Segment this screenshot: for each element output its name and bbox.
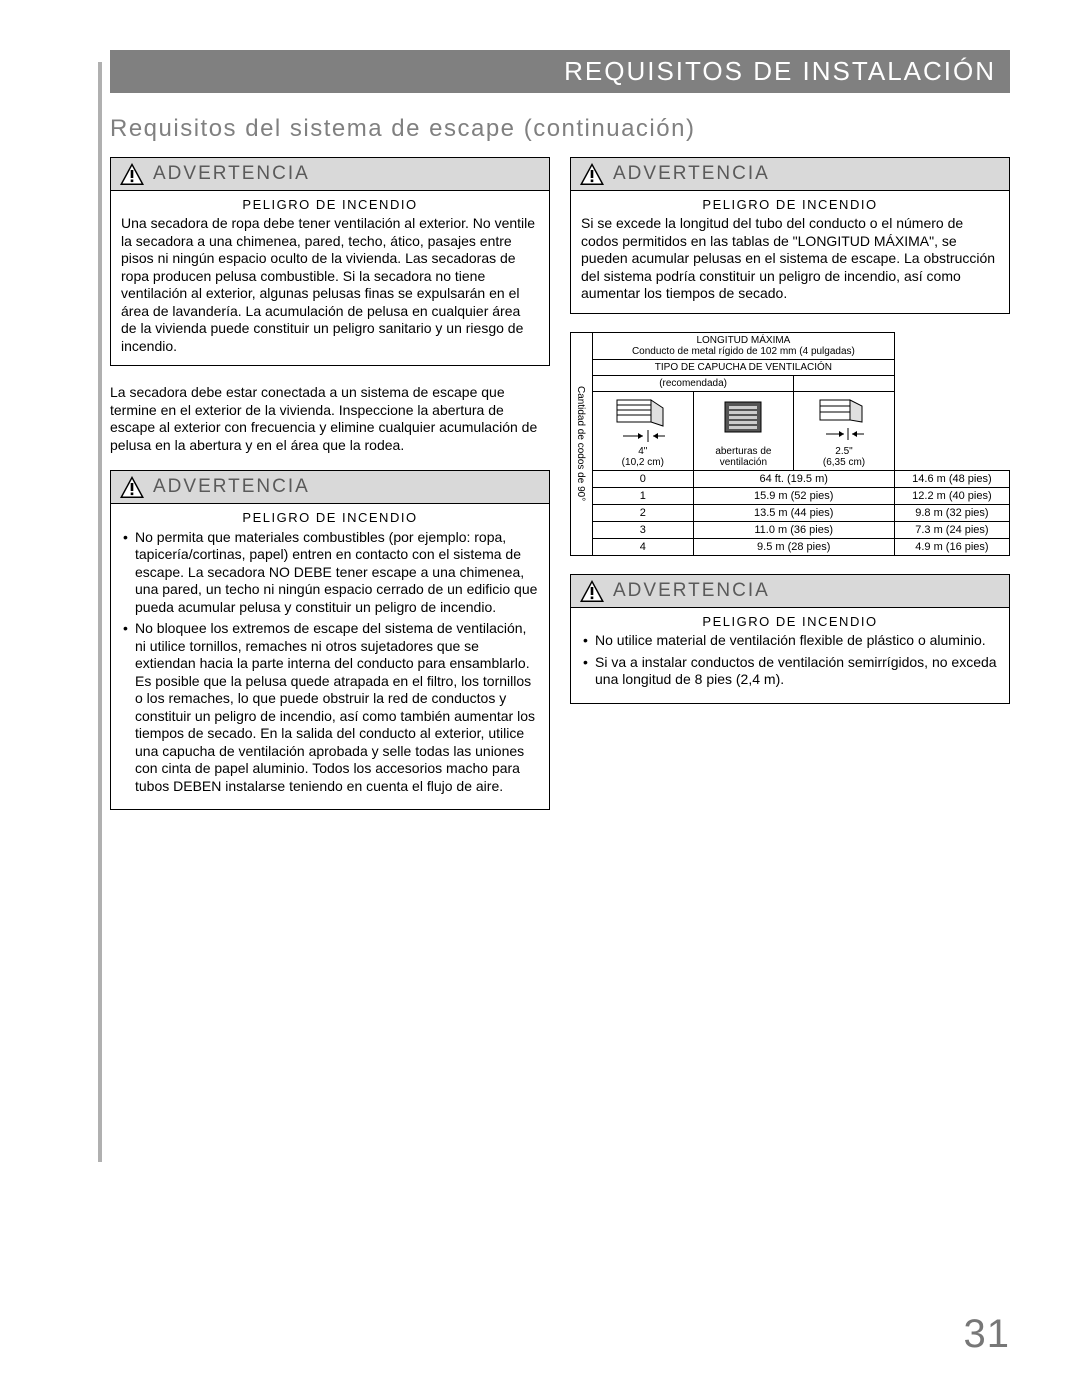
table-row: 0 64 ft. (19.5 m) 14.6 m (48 pies) — [571, 470, 1010, 487]
warning-box-flex-duct: ADVERTENCIA PELIGRO DE INCENDIO No utili… — [570, 574, 1010, 704]
warning-body: PELIGRO DE INCENDIO No permita que mater… — [111, 504, 549, 809]
b-cell: 14.6 m (48 pies) — [894, 470, 1009, 487]
max-length-table: Cantidad de codos de 90° LONGITUD MÁXIMA… — [570, 332, 1010, 556]
warning-triangle-icon — [119, 475, 145, 499]
bullet-item: No bloquee los extremos de escape del si… — [121, 620, 539, 795]
size-a2: (10,2 cm) — [597, 457, 689, 468]
hood-type-a: 4" (10,2 cm) — [593, 391, 694, 470]
warning-body: PELIGRO DE INCENDIO No utilice material … — [571, 608, 1009, 703]
warning-bullets: No utilice material de ventilación flexi… — [581, 632, 999, 689]
n-cell: 1 — [593, 487, 694, 504]
empty-cell — [794, 375, 895, 391]
table-row: 3 11.0 m (36 pies) 7.3 m (24 pies) — [571, 521, 1010, 538]
n-cell: 4 — [593, 538, 694, 555]
warning-triangle-icon — [119, 162, 145, 186]
table-row: 2 13.5 m (44 pies) 9.8 m (32 pies) — [571, 504, 1010, 521]
page-header: REQUISITOS DE INSTALACIÓN — [110, 50, 1010, 93]
warning-header: ADVERTENCIA — [111, 471, 549, 504]
hood-type-header: TIPO DE CAPUCHA DE VENTILACIÓN — [593, 359, 895, 375]
warning-title: ADVERTENCIA — [153, 163, 310, 185]
mid-label-2: ventilación — [698, 457, 790, 468]
a-cell: 11.0 m (36 pies) — [693, 521, 894, 538]
two-column-layout: ADVERTENCIA PELIGRO DE INCENDIO Una seca… — [110, 157, 1010, 828]
warning-body: PELIGRO DE INCENDIO Si se excede la long… — [571, 191, 1009, 313]
warning-body: PELIGRO DE INCENDIO Una secadora de ropa… — [111, 191, 549, 365]
warning-text: Una secadora de ropa debe tener ventilac… — [121, 215, 539, 355]
hood-louver-icon — [713, 396, 773, 444]
left-column: ADVERTENCIA PELIGRO DE INCENDIO Una seca… — [110, 157, 550, 828]
right-column: ADVERTENCIA PELIGRO DE INCENDIO Si se ex… — [570, 157, 1010, 828]
size-a1: 4" — [597, 446, 689, 457]
mid-label-1: aberturas de — [698, 446, 790, 457]
n-cell: 2 — [593, 504, 694, 521]
warning-header: ADVERTENCIA — [571, 158, 1009, 191]
warning-header: ADVERTENCIA — [571, 575, 1009, 608]
warning-title: ADVERTENCIA — [613, 163, 770, 185]
mid-paragraph: La secadora debe estar conectada a un si… — [110, 384, 550, 454]
h2-label: Conducto de metal rígido de 102 mm (4 pu… — [597, 346, 890, 357]
b-cell: 12.2 m (40 pies) — [894, 487, 1009, 504]
a-cell: 64 ft. (19.5 m) — [693, 470, 894, 487]
a-cell: 9.5 m (28 pies) — [693, 538, 894, 555]
recommended-label: (recomendada) — [593, 375, 794, 391]
n-cell: 3 — [593, 521, 694, 538]
section-title: Requisitos del sistema de escape (contin… — [110, 115, 1010, 143]
page: REQUISITOS DE INSTALACIÓN Requisitos del… — [0, 0, 1080, 828]
bullet-item: Si va a instalar conductos de ventilació… — [581, 654, 999, 689]
table-row: 4 9.5 m (28 pies) 4.9 m (16 pies) — [571, 538, 1010, 555]
warning-box-ventilation: ADVERTENCIA PELIGRO DE INCENDIO Una seca… — [110, 157, 550, 366]
hood-flap-icon — [613, 396, 673, 444]
size-b1: 2.5" — [798, 446, 890, 457]
bullet-item: No permita que materiales combustibles (… — [121, 529, 539, 617]
hood-type-louver: aberturas de ventilación — [693, 391, 794, 470]
warning-title: ADVERTENCIA — [613, 580, 770, 602]
warning-header: ADVERTENCIA — [111, 158, 549, 191]
bullet-item: No utilice material de ventilación flexi… — [581, 632, 999, 650]
hood-flap-small-icon — [814, 396, 874, 444]
size-b2: (6,35 cm) — [798, 457, 890, 468]
a-cell: 13.5 m (44 pies) — [693, 504, 894, 521]
warning-box-duct-length: ADVERTENCIA PELIGRO DE INCENDIO Si se ex… — [570, 157, 1010, 314]
b-cell: 7.3 m (24 pies) — [894, 521, 1009, 538]
warning-subhead: PELIGRO DE INCENDIO — [121, 197, 539, 213]
page-number: 31 — [964, 1312, 1011, 1357]
b-cell: 4.9 m (16 pies) — [894, 538, 1009, 555]
warning-subhead: PELIGRO DE INCENDIO — [121, 510, 539, 526]
n-cell: 0 — [593, 470, 694, 487]
warning-box-combustibles: ADVERTENCIA PELIGRO DE INCENDIO No permi… — [110, 470, 550, 810]
table-row: 1 15.9 m (52 pies) 12.2 m (40 pies) — [571, 487, 1010, 504]
warning-triangle-icon — [579, 579, 605, 603]
warning-bullets: No permita que materiales combustibles (… — [121, 529, 539, 796]
left-margin-rule — [98, 62, 102, 1162]
warning-text: Si se excede la longitud del tubo del co… — [581, 215, 999, 303]
warning-title: ADVERTENCIA — [153, 476, 310, 498]
table-header-max: LONGITUD MÁXIMA Conducto de metal rígido… — [593, 332, 895, 359]
warning-subhead: PELIGRO DE INCENDIO — [581, 197, 999, 213]
rotated-label: Cantidad de codos de 90° — [575, 354, 586, 534]
warning-subhead: PELIGRO DE INCENDIO — [581, 614, 999, 630]
elbow-count-header: Cantidad de codos de 90° — [571, 332, 593, 555]
a-cell: 15.9 m (52 pies) — [693, 487, 894, 504]
b-cell: 9.8 m (32 pies) — [894, 504, 1009, 521]
h1-label: LONGITUD MÁXIMA — [597, 335, 890, 346]
warning-triangle-icon — [579, 162, 605, 186]
hood-type-b: 2.5" (6,35 cm) — [794, 391, 895, 470]
